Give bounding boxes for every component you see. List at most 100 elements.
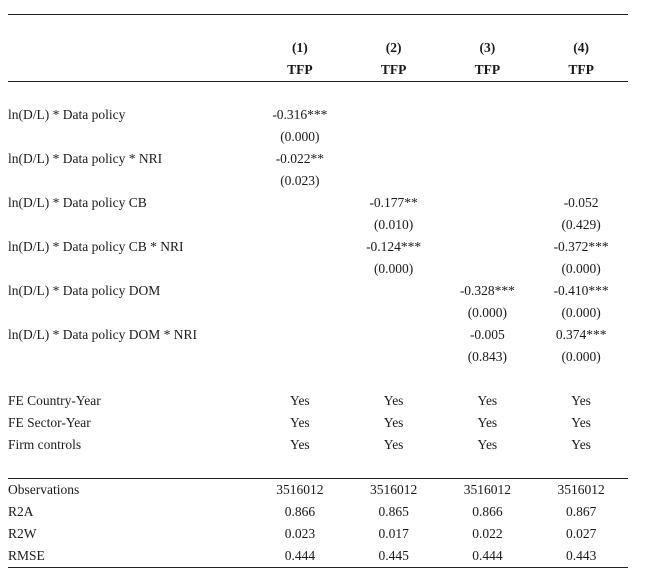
row-label-blank — [8, 302, 253, 324]
row-label-blank — [8, 346, 253, 368]
pvalue-cell — [441, 258, 535, 280]
pvalue-row: (0.000) (0.000) — [8, 258, 628, 280]
statistic-row: R2A 0.866 0.865 0.866 0.867 — [8, 501, 628, 523]
row-label: ln(D/L) * Data policy DOM — [8, 283, 161, 298]
pvalue-cell — [347, 170, 441, 192]
pvalue-cell: (0.000) — [467, 305, 508, 320]
row-label: RMSE — [8, 545, 253, 568]
coefficient-cell — [534, 104, 628, 126]
fixed-effect-row: Firm controls Yes Yes Yes Yes — [8, 434, 628, 456]
pvalue-row: (0.000) — [8, 126, 628, 148]
statistic-row: Observations 3516012 3516012 3516012 3516012 — [8, 478, 628, 501]
coefficient-row: ln(D/L) * Data policy CB * NRI -0.124*** -… — [8, 236, 628, 258]
pvalue-row: (0.010) (0.429) — [8, 214, 628, 236]
pvalue-cell — [253, 346, 347, 368]
pvalue-cell — [253, 258, 347, 280]
coefficient-cell: -0.005 — [469, 327, 505, 342]
coefficient-row: ln(D/L) * Data policy DOM * NRI -0.005 0.3… — [8, 324, 628, 346]
statistic-cell: 3516012 — [253, 478, 347, 501]
coefficient-cell — [253, 192, 347, 214]
fixed-effect-cell: Yes — [477, 437, 498, 452]
row-label-blank — [8, 214, 253, 236]
row-label-blank — [8, 170, 253, 192]
coefficient-cell — [253, 324, 347, 346]
pvalue-cell: (0.843) — [467, 349, 508, 364]
row-label: R2W — [8, 526, 37, 541]
fixed-effect-cell: Yes — [383, 415, 404, 430]
spacer-cell — [8, 456, 628, 479]
pvalue-cell — [347, 346, 441, 368]
fixed-effect-cell: Yes — [383, 393, 404, 408]
spacer-row — [8, 456, 628, 479]
coefficient-cell: -0.022** — [275, 151, 325, 166]
pvalue-row: (0.023) — [8, 170, 628, 192]
regression-table-body: (1) (2) (3) (4) TFP TFP TFP TFP ln(D/L) * Data p… — [8, 14, 628, 568]
pvalue-cell — [253, 302, 347, 324]
fixed-effect-cell: Yes — [290, 393, 310, 408]
spacer-cell — [8, 368, 628, 390]
row-label: ln(D/L) * Data policy — [8, 107, 126, 122]
statistic-cell: 0.866 — [284, 504, 316, 519]
header-blank-cell — [8, 37, 253, 59]
pvalue-cell: (0.000) — [280, 129, 320, 144]
coefficient-cell — [441, 104, 535, 126]
coefficient-cell: -0.410*** — [553, 283, 609, 298]
statistic-cell: 0.023 — [284, 526, 316, 541]
statistic-cell: 0.027 — [565, 526, 597, 541]
column-label-header: TFP — [534, 59, 628, 82]
spacer-row — [8, 368, 628, 390]
row-label: FE Sector-Year — [8, 415, 91, 430]
coefficient-cell — [441, 236, 535, 258]
rule-cell — [346, 14, 441, 37]
statistic-cell: 0.443 — [534, 545, 628, 568]
pvalue-cell: (0.000) — [561, 349, 601, 364]
column-number-header: (4) — [573, 40, 589, 55]
statistic-row: RMSE 0.444 0.445 0.444 0.443 — [8, 545, 628, 568]
statistic-cell: 0.444 — [440, 545, 535, 568]
coefficient-cell: -0.372*** — [553, 239, 609, 254]
row-label: Firm controls — [8, 437, 82, 452]
fixed-effect-cell: Yes — [571, 393, 591, 408]
coefficient-row: ln(D/L) * Data policy CB -0.177** -0.052 — [8, 192, 628, 214]
coefficient-cell: -0.177** — [369, 195, 418, 210]
rule-cell — [8, 14, 253, 37]
rule-cell — [534, 14, 628, 37]
row-label: ln(D/L) * Data policy CB * NRI — [8, 239, 184, 254]
pvalue-cell — [441, 214, 535, 236]
statistic-cell: 0.444 — [253, 545, 347, 568]
rule-cell — [253, 14, 347, 37]
table-top-rule — [8, 14, 628, 37]
column-label-header: TFP — [346, 59, 441, 82]
fixed-effect-cell: Yes — [571, 415, 591, 430]
pvalue-cell — [347, 302, 441, 324]
coefficient-cell: 0.374*** — [555, 327, 607, 342]
coefficient-cell — [347, 324, 441, 346]
statistic-row: R2W 0.023 0.017 0.022 0.027 — [8, 523, 628, 545]
pvalue-cell: (0.010) — [373, 217, 414, 232]
pvalue-cell — [534, 126, 628, 148]
row-label-blank — [8, 258, 253, 280]
pvalue-row: (0.843) (0.000) — [8, 346, 628, 368]
row-label-blank — [8, 126, 253, 148]
regression-table: (1) (2) (3) (4) TFP TFP TFP TFP ln(D/L) * Data p… — [8, 14, 628, 568]
pvalue-cell — [441, 126, 535, 148]
statistic-cell: 0.445 — [346, 545, 441, 568]
row-label: R2A — [8, 504, 34, 519]
pvalue-cell — [441, 170, 535, 192]
spacer-cell — [8, 82, 628, 105]
fixed-effect-cell: Yes — [290, 437, 310, 452]
fixed-effect-row: FE Sector-Year Yes Yes Yes Yes — [8, 412, 628, 434]
column-label-header: TFP — [253, 59, 347, 82]
pvalue-cell: (0.023) — [280, 173, 320, 188]
statistic-cell: 0.865 — [378, 504, 409, 519]
coefficient-cell: -0.328*** — [459, 283, 515, 298]
header-row-labels: TFP TFP TFP TFP — [8, 59, 628, 82]
column-number-header: (1) — [292, 40, 308, 55]
statistic-cell: 0.017 — [378, 526, 409, 541]
coefficient-cell: -0.052 — [563, 195, 599, 210]
coefficient-cell — [253, 280, 347, 302]
coefficient-cell: -0.316*** — [272, 107, 328, 122]
column-label-header: TFP — [440, 59, 535, 82]
coefficient-cell — [534, 148, 628, 170]
pvalue-cell — [534, 170, 628, 192]
